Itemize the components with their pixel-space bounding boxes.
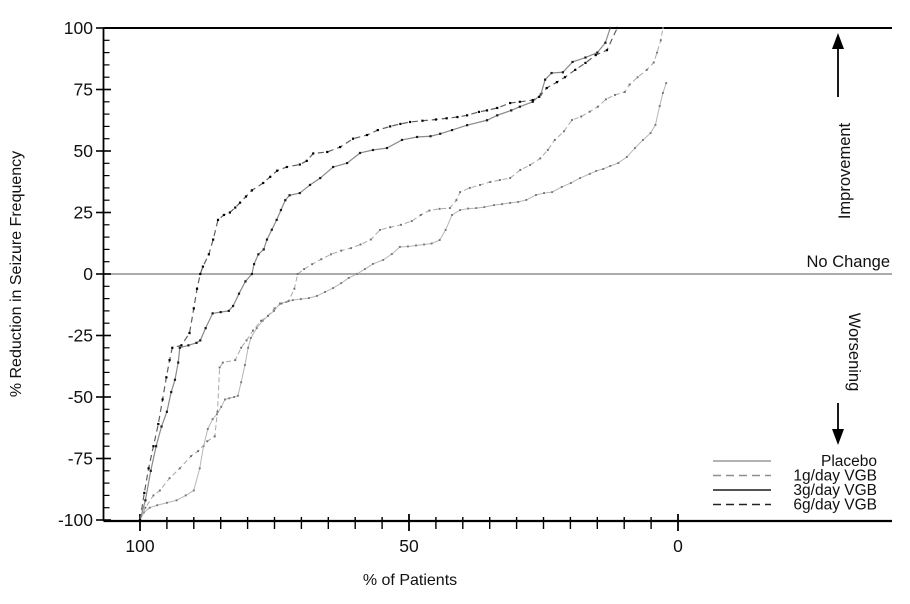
y-tick-label: -50 — [68, 387, 94, 407]
annotations: Improvement No Change Worsening — [807, 33, 890, 445]
x-tick-label: 100 — [125, 536, 154, 556]
x-axis-ticks: 100 50 0 — [125, 514, 683, 556]
y-tick-label: 50 — [74, 141, 94, 161]
y-tick-label: -100 — [58, 510, 93, 530]
y-tick-label: 25 — [74, 203, 93, 223]
y-tick-label: 75 — [74, 80, 93, 100]
series-markers — [139, 82, 668, 521]
improvement-arrow-head — [832, 33, 844, 49]
y-axis-ticks: 100 75 50 25 0 -25 -50 -75 -100 — [58, 18, 111, 530]
legend-label: 1g/day VGB — [793, 468, 877, 485]
x-axis-title: % of Patients — [363, 572, 457, 589]
series-6g-day-vgb — [138, 26, 619, 522]
y-tick-label: -75 — [68, 449, 93, 469]
legend-label: 3g/day VGB — [793, 482, 877, 499]
y-axis-title: % Reduction in Seizure Frequency — [8, 151, 25, 397]
y-tick-label: -25 — [68, 326, 93, 346]
no-change-label: No Change — [807, 253, 890, 271]
worsening-arrow-head — [832, 429, 844, 445]
series-line — [139, 27, 611, 521]
y-tick-label: 100 — [64, 18, 93, 38]
y-tick-label: 0 — [83, 264, 93, 284]
legend-label: 6g/day VGB — [793, 497, 877, 514]
series-3g-day-vgb — [138, 26, 612, 522]
x-tick-label: 0 — [673, 536, 683, 556]
series-line — [139, 82, 667, 521]
improvement-label: Improvement — [836, 122, 854, 219]
x-tick-label: 50 — [399, 536, 419, 556]
series-markers — [138, 26, 619, 522]
worsening-label: Worsening — [845, 313, 863, 392]
series-placebo — [139, 82, 668, 521]
legend-label: Placebo — [821, 453, 877, 470]
